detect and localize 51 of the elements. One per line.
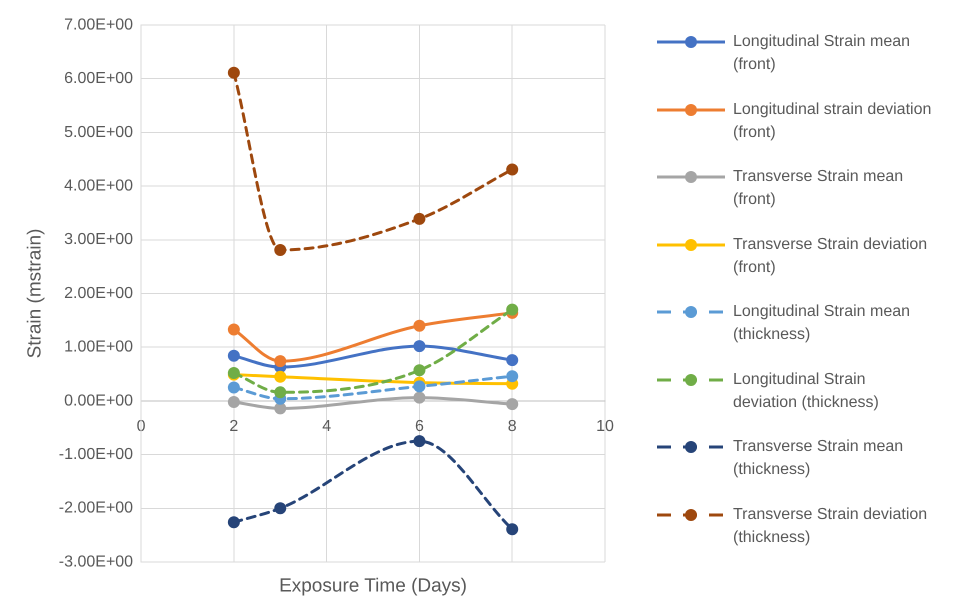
point [228,381,240,394]
point [506,398,518,410]
point [274,244,286,256]
point [274,502,286,514]
point [506,163,518,176]
legend-label: Transverse Strain mean (thickness) [733,437,904,480]
point [228,396,240,408]
point [228,66,240,79]
y-tick-label: 5.00E+00 [64,124,134,141]
y-tick-label: 0.00E+00 [64,392,134,410]
legend-label: Longitudinal Strain mean (front) [733,32,912,75]
point [413,380,426,392]
legend-label: Transverse Strain mean (front) [733,167,904,210]
point [413,340,426,352]
x-tick-label: 8 [508,418,517,435]
point [274,355,286,368]
y-tick-label: -1.00E+00 [58,446,134,464]
y-tick-label: -2.00E+00 [58,500,134,517]
point [413,212,426,225]
legend-label: Longitudinal strain deviation (front) [733,100,932,142]
y-tick-label: 2.00E+00 [64,284,134,302]
y-tick-label: 6.00E+00 [64,70,134,88]
legend-label: Longitudinal Strain deviation (thickness) [733,370,880,412]
point [274,386,286,398]
y-tick-label: -3.00E+00 [58,553,134,570]
point [506,370,518,382]
y-tick-label: 3.00E+00 [64,231,134,248]
y-tick-label: 1.00E+00 [64,338,134,356]
point [228,516,240,528]
y-tick-label: 4.00E+00 [64,178,134,195]
point [506,523,518,536]
point [413,435,426,448]
point [413,364,426,376]
point [228,350,240,362]
x-tick-label: 10 [596,418,614,435]
y-tick-label: 7.00E+00 [64,16,134,34]
point [274,402,286,414]
x-tick-label: 6 [414,418,424,435]
x-tick-label: 4 [322,418,332,435]
point [413,320,426,332]
legend-label: Transverse Strain deviation (front) [733,234,928,278]
legend-label: Longitudinal Strain mean (thickness) [733,302,912,345]
point [413,392,426,404]
point [228,323,240,336]
x-axis-title: Exposure Time (Days) [279,576,468,597]
point [506,304,518,316]
x-tick-label: 2 [229,418,238,435]
point [274,370,286,383]
y-axis-title: Strain (mstrain) [24,228,46,358]
legend-label: Transverse Strain deviation (thickness) [733,504,928,548]
point [506,354,518,366]
